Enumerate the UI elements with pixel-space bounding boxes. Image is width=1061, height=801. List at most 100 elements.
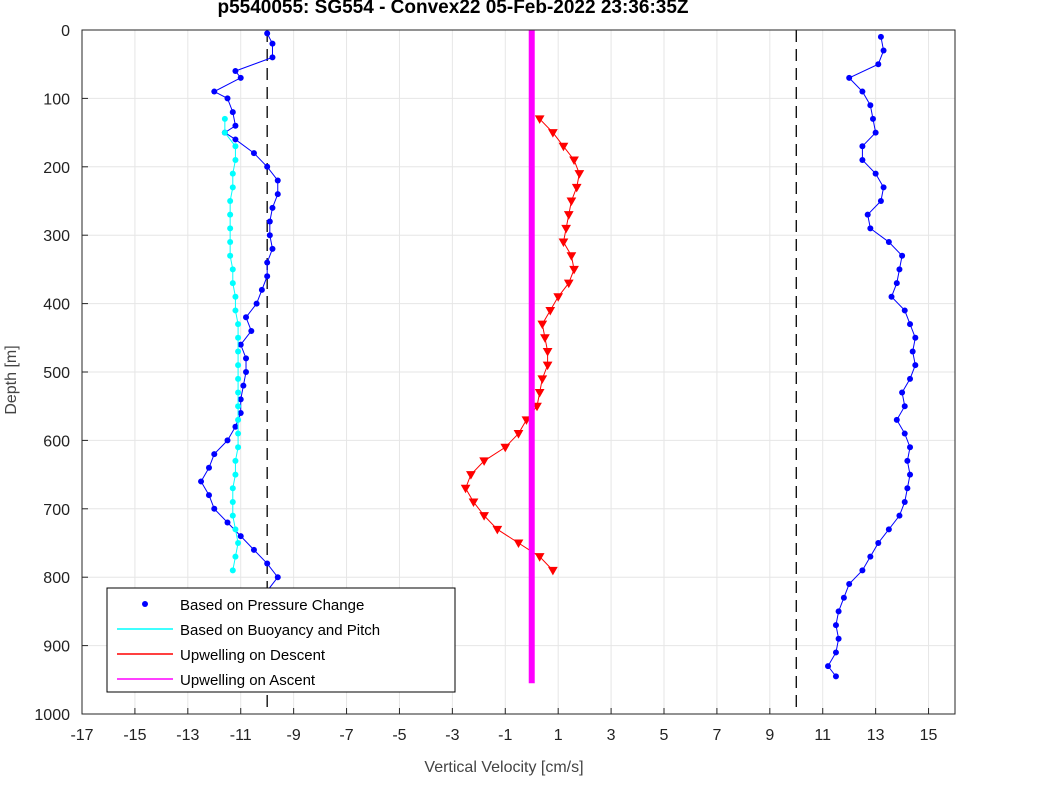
data-point [232, 553, 239, 560]
data-point [907, 471, 914, 478]
data-point [569, 265, 579, 275]
data-point [832, 622, 839, 629]
data-point [232, 307, 239, 314]
data-point [198, 478, 205, 485]
data-point [235, 444, 242, 451]
y-tick-label: 200 [43, 160, 70, 177]
data-point [227, 252, 234, 259]
data-point [558, 238, 569, 248]
legend-label: Upwelling on Ascent [180, 672, 316, 689]
data-point [899, 389, 906, 396]
data-point [224, 519, 231, 526]
data-point [912, 334, 919, 341]
x-tick-label: 5 [660, 727, 669, 744]
data-point [896, 512, 903, 519]
x-axis-label: Vertical Velocity [cm/s] [424, 759, 583, 776]
data-point [266, 218, 273, 225]
data-point [227, 239, 234, 246]
x-tick-label: 11 [814, 727, 831, 744]
data-point [235, 389, 242, 396]
data-point [237, 533, 244, 540]
data-point [867, 225, 874, 232]
data-point [229, 184, 236, 191]
y-tick-label: 300 [43, 228, 70, 245]
data-point [237, 74, 244, 81]
data-point [561, 224, 571, 234]
data-point [266, 232, 273, 239]
y-tick-label: 1000 [34, 707, 70, 724]
y-tick-label: 600 [43, 433, 70, 450]
series-line [224, 118, 239, 571]
x-tick-label: -3 [445, 727, 459, 744]
data-point [859, 143, 866, 150]
data-point [907, 321, 914, 328]
data-point [232, 293, 239, 300]
data-point [825, 663, 832, 670]
data-point [846, 581, 853, 588]
data-point [899, 252, 906, 259]
data-point [227, 225, 234, 232]
data-point [466, 471, 476, 480]
data-point [872, 129, 879, 136]
data-point [227, 198, 234, 204]
data-point [235, 321, 242, 328]
data-point [235, 334, 242, 341]
data-point [235, 430, 242, 437]
data-point [864, 211, 871, 218]
data-point [274, 191, 281, 198]
data-point [888, 293, 895, 300]
data-point [229, 266, 236, 273]
x-tick-label: 1 [554, 727, 563, 744]
data-point [205, 464, 212, 471]
data-point [893, 280, 900, 287]
data-point [880, 47, 887, 54]
data-point [235, 403, 242, 410]
x-tick-label: -1 [498, 727, 512, 744]
data-point [269, 54, 276, 61]
data-point [229, 567, 236, 574]
data-point [460, 484, 471, 494]
data-point [264, 163, 271, 170]
data-point [237, 410, 244, 417]
data-point [835, 608, 842, 615]
legend-label: Based on Buoyancy and Pitch [180, 622, 380, 639]
data-point [264, 560, 271, 567]
x-tick-label: -15 [123, 727, 146, 744]
data-point [912, 362, 919, 369]
y-tick-label: 900 [43, 639, 70, 656]
data-point [250, 546, 257, 553]
data-point [537, 320, 548, 330]
data-point [875, 540, 882, 546]
data-point [232, 471, 239, 478]
data-point [235, 416, 242, 423]
data-point [269, 245, 276, 252]
y-tick-label: 0 [61, 23, 70, 40]
data-point [867, 102, 874, 109]
data-point [250, 150, 257, 157]
data-point [534, 389, 545, 398]
data-point [229, 109, 236, 116]
legend-marker [142, 601, 148, 607]
data-point [563, 279, 574, 289]
data-point [232, 423, 239, 430]
data-point [885, 526, 892, 533]
data-point [237, 396, 244, 403]
data-point [901, 403, 908, 410]
data-point [243, 314, 250, 321]
data-point [240, 382, 247, 389]
y-tick-label: 400 [43, 297, 70, 314]
x-tick-label: -17 [70, 727, 93, 744]
data-point [563, 211, 574, 220]
data-point [264, 273, 271, 280]
data-point [880, 184, 887, 191]
data-point [269, 40, 276, 47]
data-point [875, 61, 882, 68]
data-point [229, 498, 236, 505]
data-point [540, 334, 550, 343]
data-point [558, 142, 569, 152]
data-point [264, 30, 271, 37]
data-point [896, 266, 903, 273]
data-point [237, 341, 244, 348]
data-point [229, 485, 236, 492]
